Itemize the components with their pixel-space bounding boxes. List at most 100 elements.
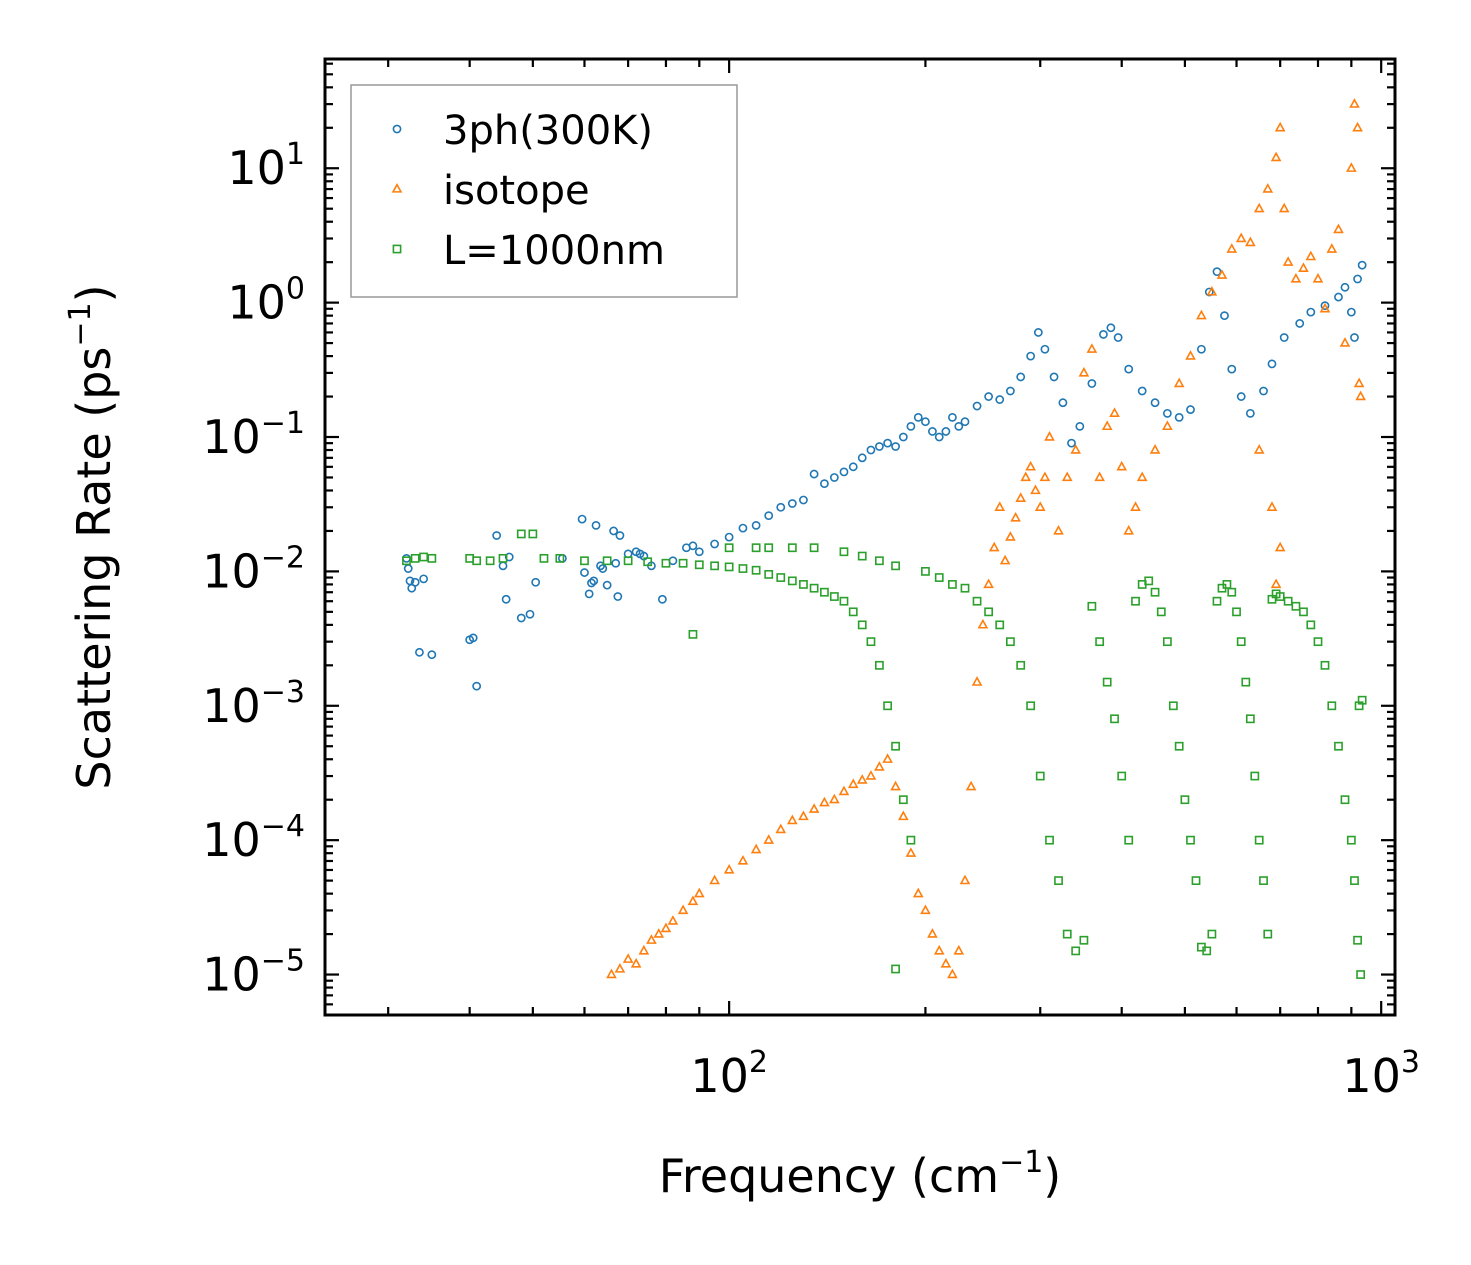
data-point-triangle [775,823,787,834]
y-tick-label: 10−1 [202,406,305,464]
data-point-square [516,529,526,539]
data-point-circle [1340,282,1350,292]
data-point-circle [776,502,786,512]
data-point-square [1054,876,1063,886]
data-point-square [623,556,633,566]
data-point-square [1320,660,1330,670]
data-point-circle [1058,398,1068,408]
data-point-circle [738,523,748,533]
data-point-square [857,620,867,630]
data-point-square [866,637,876,647]
data-point-square [906,835,916,845]
data-point-circle [972,401,982,411]
y-axis-label: Scattering Rate (ps−1) [63,284,121,789]
data-point-triangle [1346,162,1357,172]
data-point-square [1110,714,1119,724]
data-point-square [1236,637,1246,647]
data-point-square [829,592,839,601]
data-point-triangle [1015,492,1027,502]
data-point-square [1026,701,1036,711]
data-point-square [539,553,549,563]
data-point-circle [1306,307,1316,317]
data-point-triangle [630,957,642,968]
data-point-circle [948,412,957,422]
data-point-triangle [1339,337,1351,347]
data-point-square [1102,677,1112,687]
data-point-triangle [819,796,830,807]
data-point-circle [1087,379,1097,388]
legend-marker-point [392,244,402,254]
data-point-triangle [1253,444,1265,454]
data-point-circle [688,541,698,551]
data-point-circle [1196,344,1206,354]
data-point-square [1259,876,1268,886]
data-point-triangle [947,968,958,979]
data-point-circle [1113,333,1123,342]
data-point-square [1353,935,1362,945]
data-point-circle [611,558,621,568]
data-point-triangle [977,618,989,629]
data-point-triangle [653,928,665,938]
data-point-square [764,543,774,553]
data-point-circle [1040,344,1050,354]
data-point-square [694,560,704,570]
svg-text:Scattering Rate (ps−1): Scattering Rate (ps−1) [63,284,121,789]
data-point-circle [1227,364,1237,374]
data-point-triangle [1353,377,1365,388]
legend-entry-isotope: isotope [391,168,590,214]
data-point-square [1263,929,1273,939]
data-point-circle [615,531,625,540]
data-point-triangle [1245,236,1256,247]
data-point-triangle [808,803,820,813]
data-point-square [1306,620,1316,630]
data-point-triangle [667,915,679,925]
data-point-square [948,580,957,589]
data-point-square [1275,592,1285,601]
data-point-circle [427,650,437,660]
data-point-circle [531,577,541,587]
data-point-triangle [905,847,917,857]
data-point-square [898,795,908,805]
data-point-triangle [1123,524,1135,535]
data-point-triangle [693,887,705,898]
data-point-circle [504,552,514,562]
data-point-triangle [723,863,735,874]
data-point-square [602,556,612,566]
data-point-triangle [1312,272,1324,283]
data-point-square [751,543,761,553]
data-point-circle [874,442,884,451]
data-point-square [809,583,819,593]
data-point-triangle [638,944,650,955]
data-point-circle [657,594,667,604]
data-point-triangle [1173,377,1185,388]
data-point-triangle [1352,121,1363,132]
data-point-circle [1350,333,1359,342]
data-point-triangle [838,785,850,796]
data-point-circle [589,576,599,586]
series-triangle [606,98,1366,979]
data-point-square [498,553,508,563]
data-point-circle [613,592,623,601]
data-point-triangle [1061,471,1073,482]
data-point-square [485,556,495,566]
data-point-square [1202,946,1212,956]
data-point-triangle [750,843,762,854]
data-point-square [1045,835,1054,845]
data-point-square [776,573,786,582]
data-point-circle [1016,372,1026,382]
x-axis-label-text: Frequency (cm [659,1149,999,1203]
data-point-circle [891,442,900,451]
data-point-circle [954,421,964,431]
data-point-square [643,557,653,567]
data-point-circle [921,417,930,427]
data-point-triangle [1274,541,1286,552]
data-point-circle [1212,267,1222,277]
data-point-square [1071,946,1081,956]
data-point-square [1124,835,1134,845]
data-point-triangle [1101,420,1113,431]
data-point-circle [591,520,601,530]
data-point-square [960,583,970,593]
data-point-square [1212,596,1222,606]
data-point-triangle [965,780,977,791]
data-point-circle [415,647,424,657]
